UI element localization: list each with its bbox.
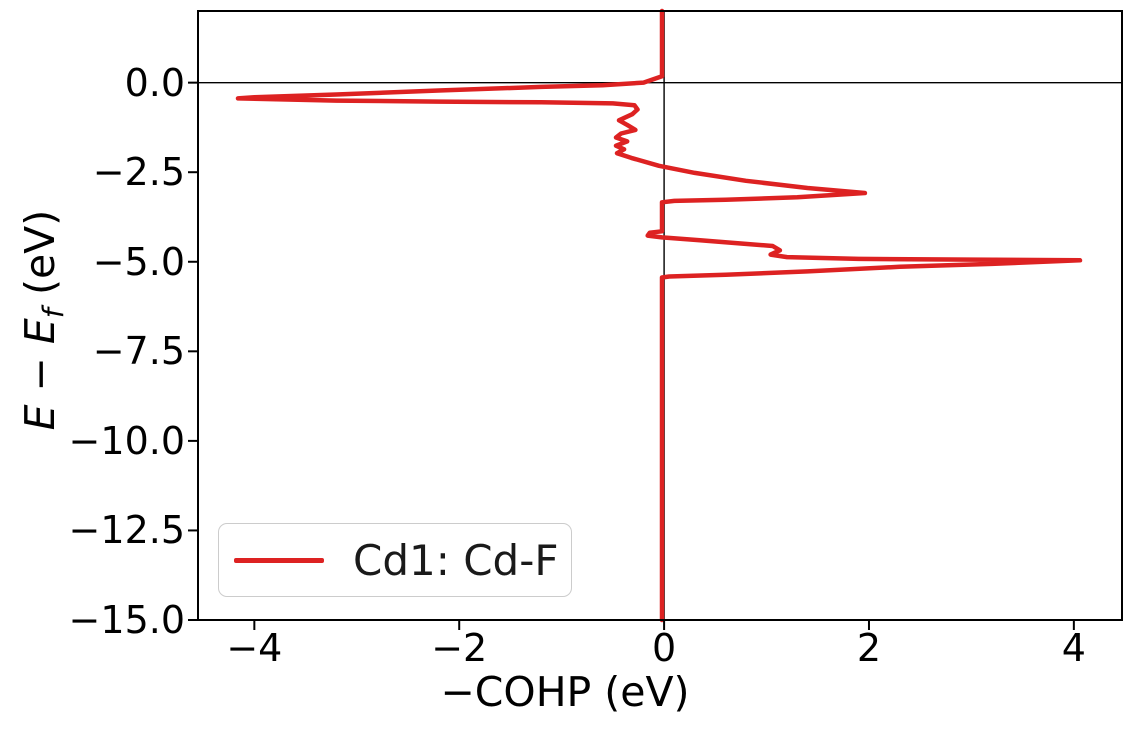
cohp-curve [235, 8, 1083, 623]
ylabel-E2: E [15, 318, 64, 345]
y-tick-label: −10.0 [68, 418, 185, 463]
ylabel-sub-f: f [36, 308, 71, 319]
x-tick-label: −2 [431, 626, 488, 670]
y-tick-label: 0.0 [124, 60, 185, 105]
x-tick-label: 4 [1061, 626, 1086, 670]
ylabel-E: E [15, 404, 64, 431]
x-tick-label: 2 [856, 626, 882, 670]
y-tick-label: −5.0 [92, 239, 185, 284]
ylabel-unit: (eV) [15, 209, 64, 309]
y-tick-label: −7.5 [92, 329, 185, 374]
legend-label: Cd1: Cd-F [353, 535, 559, 585]
legend-line-sample [234, 557, 324, 563]
y-tick-label: −15.0 [68, 598, 185, 642]
legend: Cd1: Cd-F [218, 523, 572, 597]
x-axis-label: −COHP (eV) [440, 668, 690, 716]
y-tick-label: −2.5 [92, 150, 185, 195]
plot-border [197, 10, 1123, 621]
x-tick-label: −4 [226, 626, 283, 670]
y-tick-label: −12.5 [68, 508, 185, 553]
y-axis-label: E − Ef (eV) [16, 120, 70, 520]
ylabel-minus: − [15, 344, 64, 405]
x-tick-label: 0 [652, 626, 677, 670]
